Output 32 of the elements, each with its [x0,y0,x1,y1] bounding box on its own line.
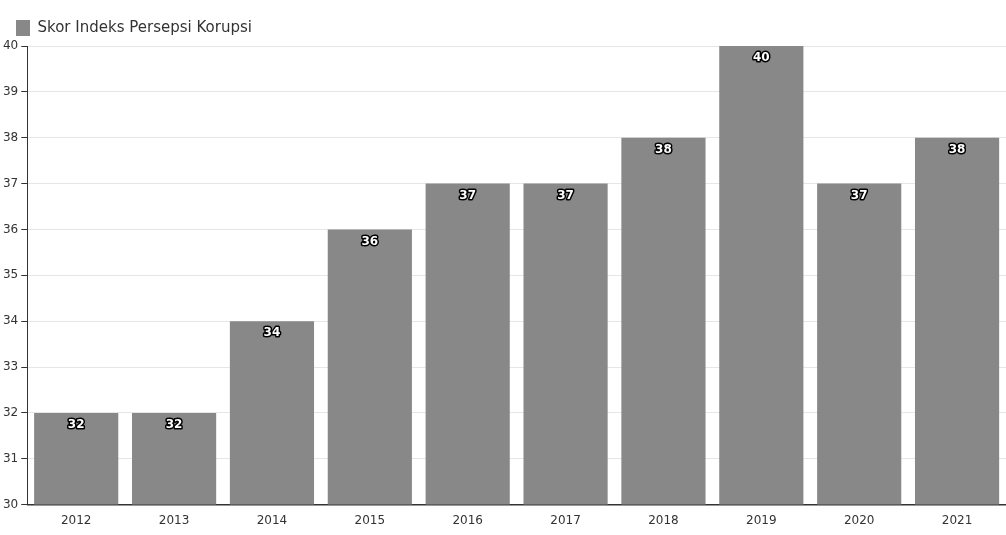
y-tick-label: 38 [2,129,19,144]
y-tick-label: 33 [2,359,19,374]
y-tick-label: 35 [2,267,19,282]
legend-label: Skor Indeks Persepsi Korupsi [37,17,252,36]
x-tick-label: 2017 [550,512,581,527]
data-label: 38 [655,141,672,156]
data-label: 37 [459,187,477,202]
y-tick-label: 32 [2,405,19,420]
x-tick-label: 2020 [843,512,875,527]
data-label: 37 [557,187,574,202]
y-tick-label: 36 [2,221,19,236]
x-tick-label: 2018 [648,512,679,527]
y-tick-label: 37 [2,175,19,190]
data-label: 36 [361,233,379,248]
y-tick-label: 39 [2,83,19,98]
x-tick-label: 2019 [746,512,777,527]
x-tick-label: 2012 [60,512,92,527]
y-tick-label: 34 [2,313,19,328]
x-tick-label: 2021 [941,512,973,527]
x-tick-label: 2016 [452,512,483,527]
data-label: 38 [948,141,966,156]
y-tick-label: 30 [2,496,19,511]
x-tick-label: 2013 [158,512,190,527]
y-tick-label: 40 [2,38,19,53]
data-label: 37 [850,187,868,202]
x-tick-label: 2015 [354,512,386,527]
data-label: 40 [752,50,770,65]
x-tick-label: 2014 [256,512,288,527]
data-label: 34 [263,325,281,340]
data-label: 32 [67,417,85,432]
y-tick-label: 31 [2,450,19,465]
data-label: 32 [165,417,183,432]
